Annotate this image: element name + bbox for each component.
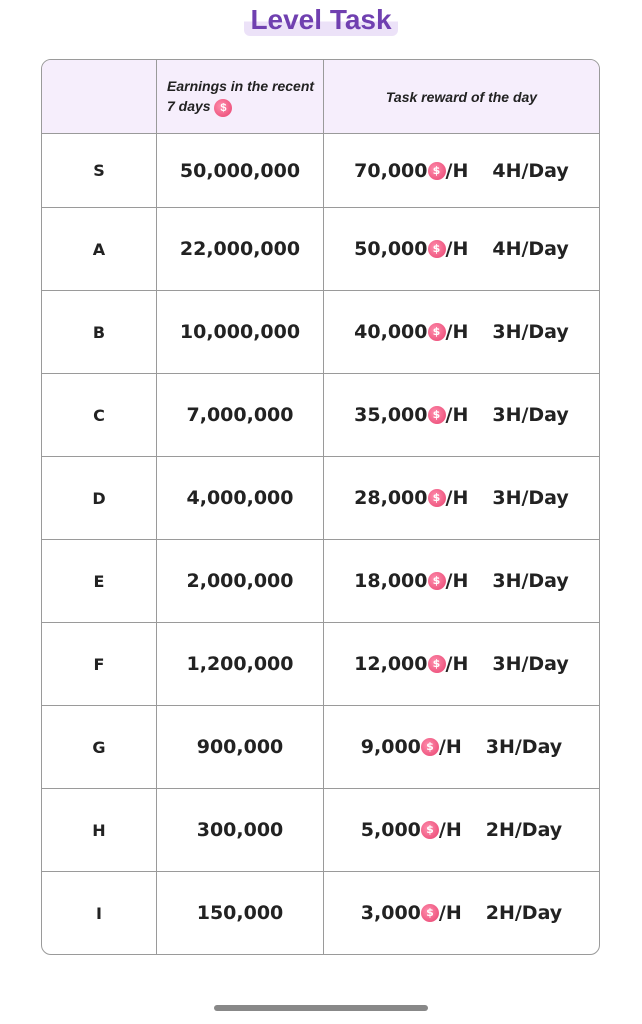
level-cell: E [42, 540, 157, 623]
hours-per-day: 3H/Day [492, 321, 569, 343]
reward-cell: 3,000 $/H 2H/Day [324, 872, 599, 954]
coin-icon: $ [427, 406, 446, 424]
coin-icon: $ [427, 240, 446, 258]
per-hour: /H [438, 902, 462, 924]
hours-per-day: 3H/Day [492, 653, 569, 675]
per-hour: /H [445, 487, 469, 509]
reward-amount: 40,000 [354, 321, 428, 343]
coin-icon: $ [427, 161, 446, 180]
table-row: F 1,200,000 12,000 $/H 3H/Day [42, 623, 599, 706]
header-earnings: Earnings in the recent 7 days $ [157, 60, 324, 134]
coin-icon: $ [420, 738, 439, 756]
level-cell: S [42, 134, 157, 208]
reward-cell: 40,000 $/H 3H/Day [324, 291, 599, 374]
table-row: B 10,000,000 40,000 $/H 3H/Day [42, 291, 599, 374]
earnings-cell: 900,000 [157, 706, 324, 789]
reward-amount: 50,000 [354, 238, 428, 260]
hours-per-day: 3H/Day [485, 736, 563, 758]
hours-per-day: 3H/Day [492, 404, 569, 426]
table-row: I 150,000 3,000 $/H 2H/Day [42, 872, 599, 954]
per-hour: /H [438, 736, 462, 758]
reward-amount: 12,000 [354, 653, 428, 675]
hours-per-day: 2H/Day [485, 902, 563, 924]
reward-cell: 35,000 $/H 3H/Day [324, 374, 599, 457]
earnings-cell: 2,000,000 [157, 540, 324, 623]
per-hour: /H [445, 321, 469, 343]
table-row: D 4,000,000 28,000 $/H 3H/Day [42, 457, 599, 540]
home-indicator[interactable] [214, 1005, 428, 1011]
header-level [42, 60, 157, 134]
earnings-cell: 10,000,000 [157, 291, 324, 374]
table-row: C 7,000,000 35,000 $/H 3H/Day [42, 374, 599, 457]
reward-amount: 9,000 [360, 736, 421, 758]
reward-cell: 50,000 $/H 4H/Day [324, 208, 599, 291]
coin-icon: $ [427, 323, 446, 341]
coin-icon: $ [427, 572, 446, 590]
level-cell: B [42, 291, 157, 374]
table-row: S 50,000,000 70,000 $/H 4H/Day [42, 134, 599, 208]
earnings-cell: 50,000,000 [157, 134, 324, 208]
level-cell: C [42, 374, 157, 457]
earnings-cell: 300,000 [157, 789, 324, 872]
level-cell: D [42, 457, 157, 540]
coin-icon: $ [427, 489, 446, 507]
reward-amount: 18,000 [354, 570, 428, 592]
per-hour: /H [445, 570, 469, 592]
table-row: H 300,000 5,000 $/H 2H/Day [42, 789, 599, 872]
level-task-table: Earnings in the recent 7 days $ Task rew… [41, 59, 600, 955]
earnings-cell: 4,000,000 [157, 457, 324, 540]
earnings-cell: 22,000,000 [157, 208, 324, 291]
reward-amount: 3,000 [360, 902, 421, 924]
reward-cell: 5,000 $/H 2H/Day [324, 789, 599, 872]
level-cell: F [42, 623, 157, 706]
table-header: Earnings in the recent 7 days $ Task rew… [42, 60, 599, 134]
reward-cell: 28,000 $/H 3H/Day [324, 457, 599, 540]
earnings-cell: 7,000,000 [157, 374, 324, 457]
earnings-cell: 1,200,000 [157, 623, 324, 706]
per-hour: /H [445, 404, 469, 426]
coin-icon: $ [427, 655, 446, 673]
hours-per-day: 4H/Day [492, 159, 569, 182]
hours-per-day: 4H/Day [492, 238, 569, 260]
level-cell: A [42, 208, 157, 291]
hours-per-day: 3H/Day [492, 570, 569, 592]
reward-cell: 9,000 $/H 3H/Day [324, 706, 599, 789]
reward-amount: 28,000 [354, 487, 428, 509]
page-title: Level Task [0, 4, 642, 36]
table-row: G 900,000 9,000 $/H 3H/Day [42, 706, 599, 789]
reward-amount: 70,000 [354, 159, 428, 182]
header-reward: Task reward of the day [324, 60, 599, 134]
earnings-cell: 150,000 [157, 872, 324, 954]
coin-icon: $ [420, 821, 439, 839]
table-row: A 22,000,000 50,000 $/H 4H/Day [42, 208, 599, 291]
coin-icon: $ [214, 98, 233, 117]
level-cell: H [42, 789, 157, 872]
hours-per-day: 2H/Day [485, 819, 563, 841]
per-hour: /H [445, 159, 469, 182]
per-hour: /H [445, 238, 469, 260]
reward-cell: 12,000 $/H 3H/Day [324, 623, 599, 706]
hours-per-day: 3H/Day [492, 487, 569, 509]
reward-cell: 18,000 $/H 3H/Day [324, 540, 599, 623]
per-hour: /H [438, 819, 462, 841]
level-cell: I [42, 872, 157, 954]
level-cell: G [42, 706, 157, 789]
coin-icon: $ [420, 904, 439, 922]
reward-cell: 70,000 $/H 4H/Day [324, 134, 599, 208]
reward-amount: 5,000 [360, 819, 421, 841]
per-hour: /H [445, 653, 469, 675]
reward-amount: 35,000 [354, 404, 428, 426]
table-row: E 2,000,000 18,000 $/H 3H/Day [42, 540, 599, 623]
